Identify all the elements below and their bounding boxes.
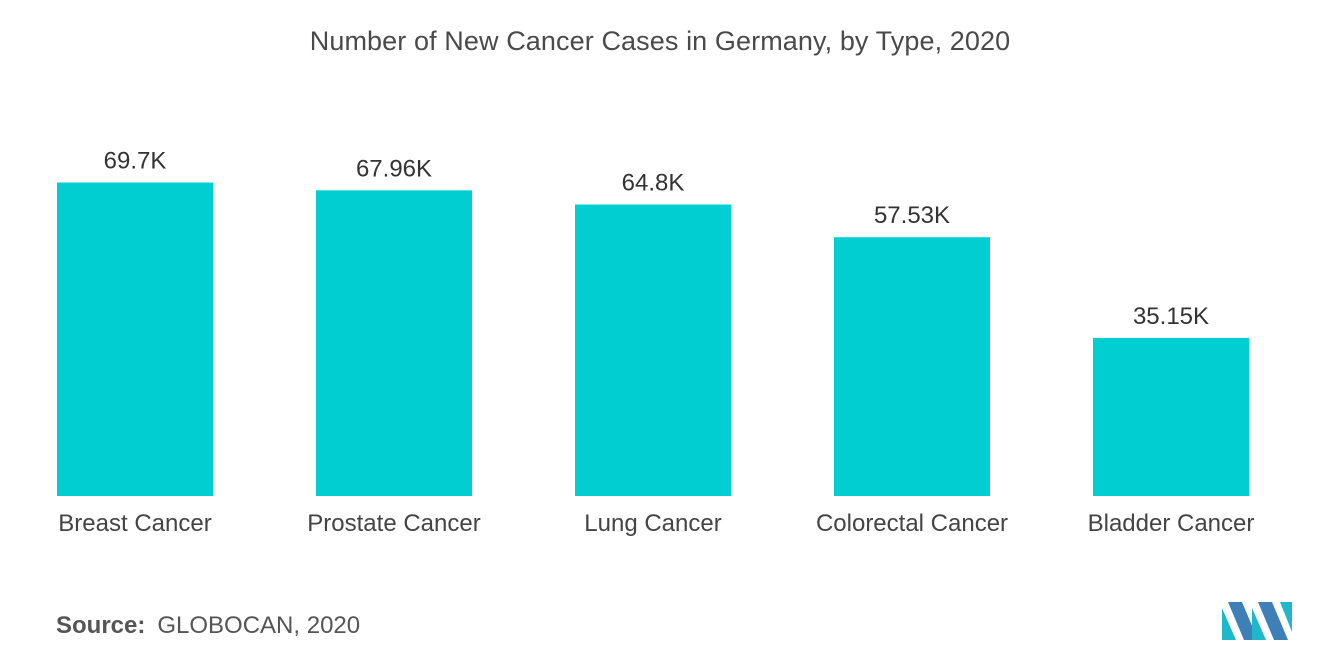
category-label: Breast Cancer <box>58 510 211 537</box>
category-label: Prostate Cancer <box>307 510 480 537</box>
bar-breast-cancer <box>57 182 213 496</box>
category-label: Colorectal Cancer <box>816 510 1008 537</box>
bar-lung-cancer <box>575 204 731 496</box>
bar-prostate-cancer <box>316 190 472 497</box>
source-label: Source: <box>56 612 146 639</box>
mordor-intelligence-logo-icon <box>1222 602 1292 640</box>
category-label: Lung Cancer <box>584 510 721 537</box>
bar-chart: 69.7K Breast Cancer 67.96K Prostate Cancer 6… <box>57 148 1255 537</box>
data-label: 57.53K <box>874 202 950 229</box>
bar-colorectal-cancer <box>834 237 990 496</box>
data-label: 69.7K <box>104 148 167 175</box>
data-label: 67.96K <box>356 155 432 182</box>
source-note: Source: GLOBOCAN, 2020 <box>56 612 360 640</box>
category-label: Bladder Cancer <box>1088 510 1255 537</box>
data-label: 64.8K <box>622 170 685 197</box>
chart-title: Number of New Cancer Cases in Germany, b… <box>309 26 1011 56</box>
source-text: GLOBOCAN, 2020 <box>157 612 361 639</box>
data-label: 35.15K <box>1133 303 1209 330</box>
bar-bladder-cancer <box>1093 337 1249 496</box>
